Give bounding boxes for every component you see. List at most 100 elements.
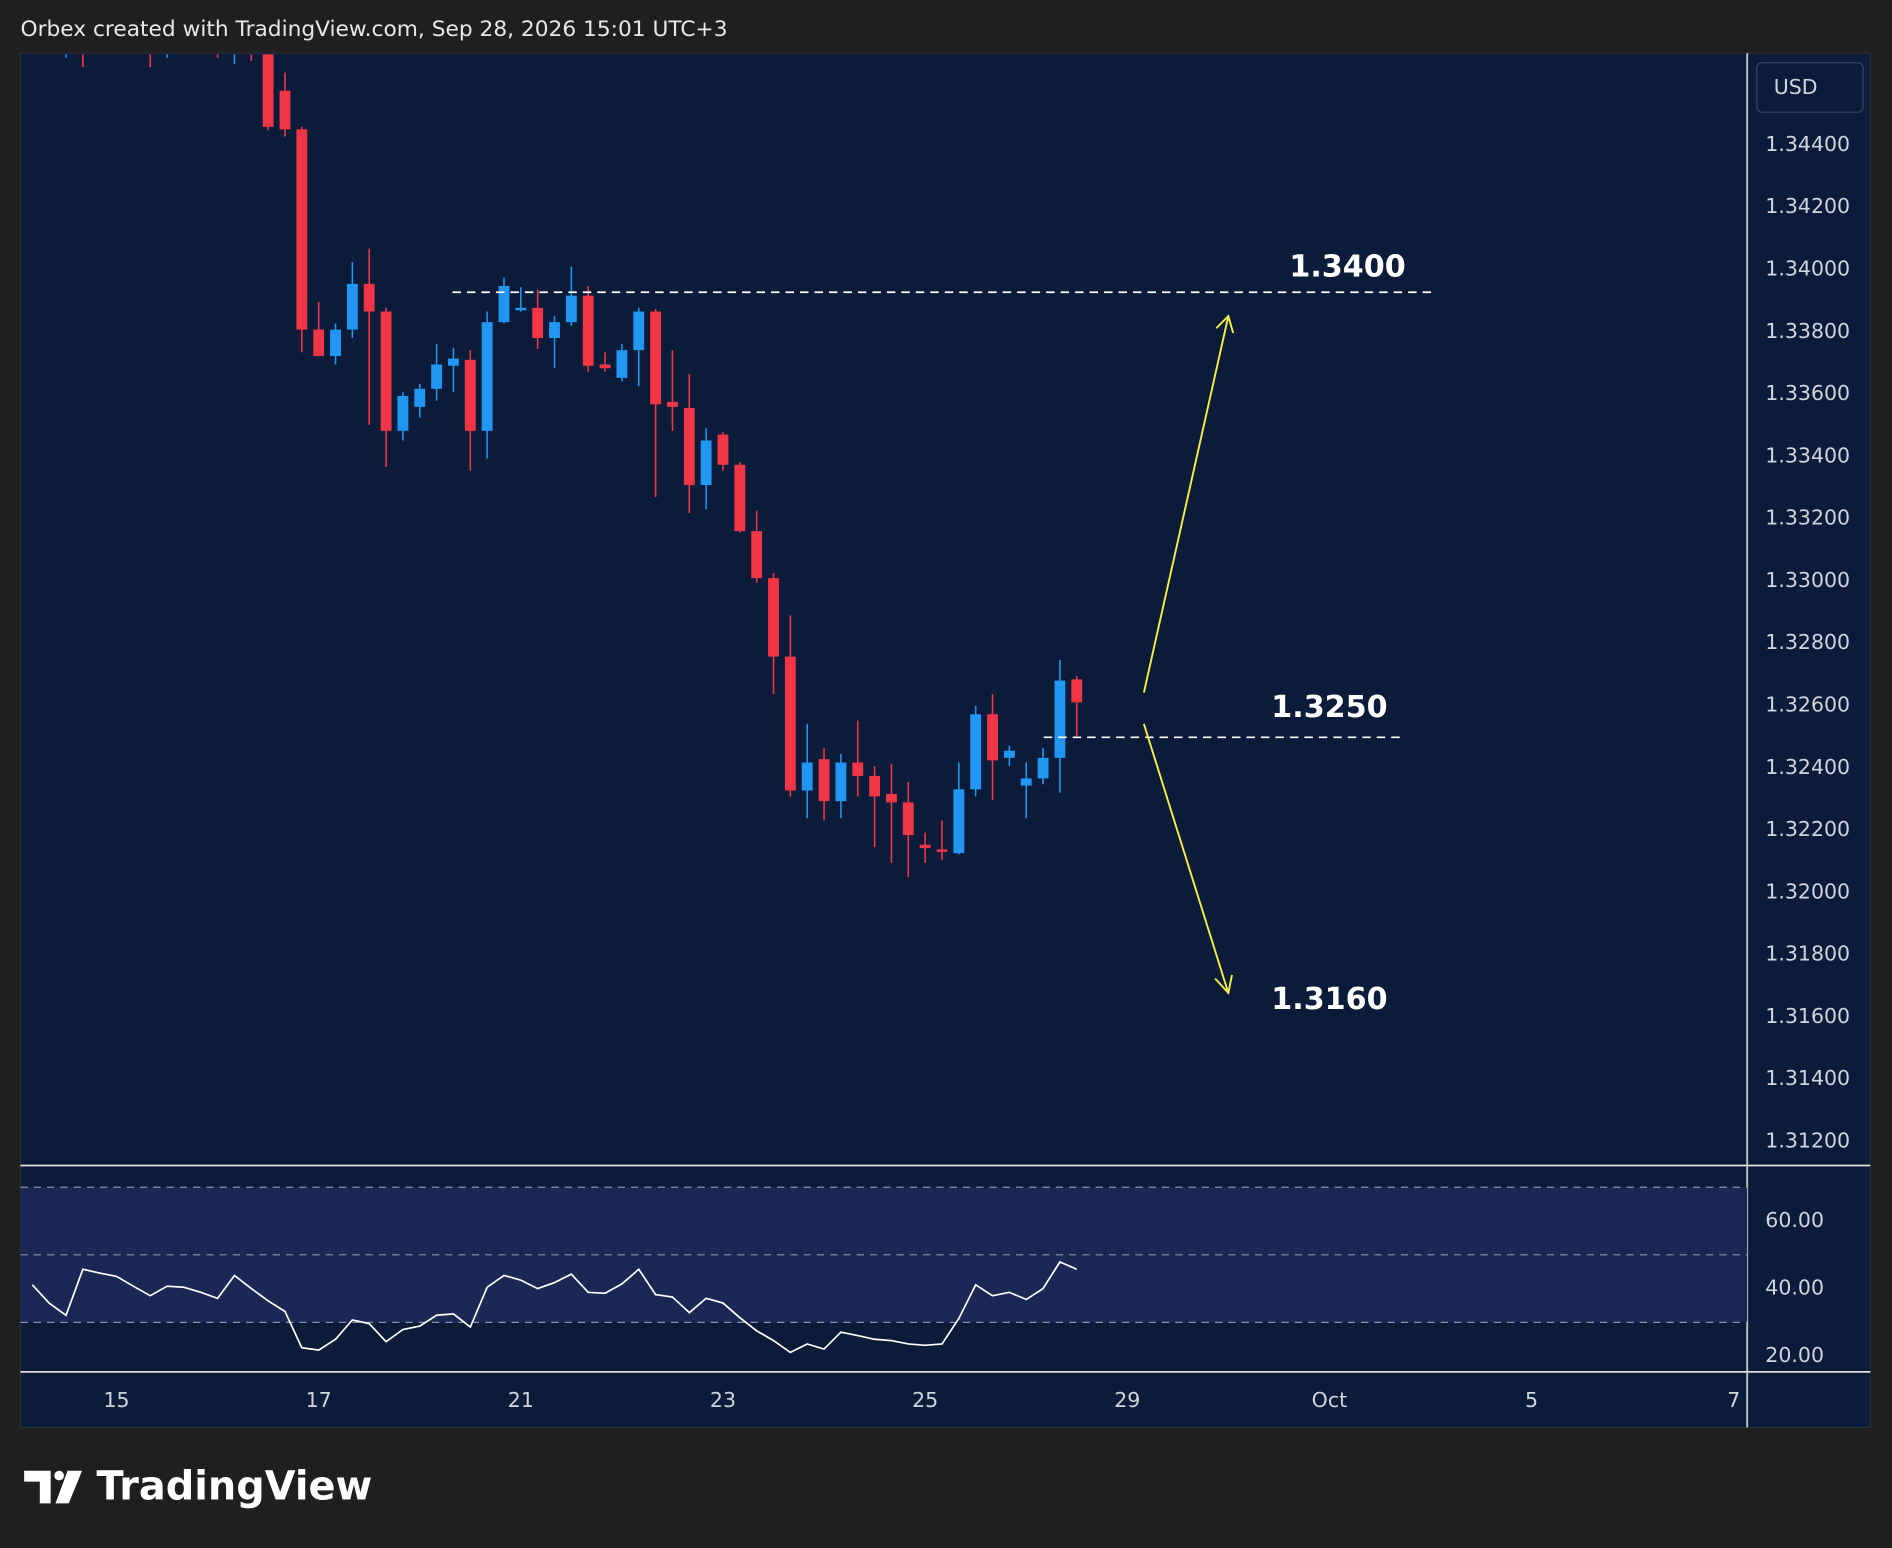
arrow-head	[1214, 974, 1233, 996]
candle-body	[498, 286, 510, 323]
candle-body	[599, 364, 611, 369]
candle-body	[582, 295, 594, 366]
arrow-head	[1215, 314, 1235, 334]
x-tick-label: 17	[306, 1388, 332, 1412]
rsi-line	[31, 1260, 1078, 1354]
candle-body	[751, 531, 763, 579]
y-tick-label: 1.34400	[1765, 132, 1850, 156]
candle-body	[633, 311, 645, 351]
y-tick-label: 1.32600	[1765, 693, 1850, 717]
rsi-tick-label: 20.00	[1765, 1343, 1824, 1367]
candle-body	[987, 714, 998, 761]
logo-icon	[24, 1470, 83, 1504]
y-tick-label: 1.32000	[1765, 879, 1850, 903]
rsi-tick-label: 60.00	[1765, 1208, 1824, 1232]
x-tick-label: Oct	[1312, 1388, 1347, 1412]
candle-body	[1020, 778, 1032, 786]
x-tick-label: 7	[1727, 1388, 1740, 1412]
y-tick-label: 1.34000	[1765, 257, 1850, 281]
y-tick-label: 1.31400	[1765, 1066, 1850, 1090]
y-tick-label: 1.32200	[1765, 817, 1850, 841]
x-tick-label: 23	[710, 1388, 736, 1412]
y-tick-label: 1.31800	[1765, 942, 1850, 966]
candle-body	[1071, 679, 1083, 703]
y-tick-label: 1.31200	[1765, 1129, 1850, 1153]
rsi-pane	[20, 1186, 1748, 1354]
rsi-tick-label: 40.00	[1765, 1276, 1824, 1300]
candle-body	[431, 364, 443, 389]
candle-body	[936, 849, 948, 852]
header: Orbex created with TradingView.com, Sep …	[21, 17, 728, 42]
candle-body	[380, 311, 392, 431]
candle-body	[565, 295, 577, 323]
candle-body	[852, 762, 864, 776]
y-tick-label: 1.33600	[1765, 381, 1850, 405]
level-label: 1.3250	[1271, 690, 1387, 725]
candle-body	[683, 408, 695, 486]
y-tick-label: 1.33400	[1765, 443, 1850, 467]
candle-body	[330, 329, 341, 357]
candle-body	[549, 322, 560, 339]
arrow-up	[1142, 315, 1230, 693]
candle-body	[902, 802, 914, 836]
y-tick-label: 1.31600	[1765, 1004, 1850, 1028]
candle-body	[448, 358, 459, 366]
candle-body	[650, 311, 662, 405]
candle-body	[970, 714, 982, 790]
candle-body	[262, 54, 274, 127]
candle-body	[919, 844, 931, 849]
y-tick-label: 1.34200	[1765, 194, 1850, 218]
candle-body	[1054, 680, 1066, 758]
candle-body	[700, 440, 712, 486]
candle-body	[296, 129, 308, 330]
candle-body	[532, 307, 544, 339]
logo-text: TradingView	[97, 1463, 373, 1509]
level-label: 1.3160	[1271, 982, 1387, 1017]
x-tick-label: 29	[1114, 1388, 1140, 1412]
x-tick-label: 25	[912, 1388, 938, 1412]
currency: USD	[1774, 75, 1818, 99]
candle-body	[279, 90, 291, 130]
logo-part	[55, 1470, 83, 1504]
candle-body	[313, 329, 325, 357]
candle-body	[515, 307, 527, 311]
candle-body	[481, 322, 493, 431]
candle-body	[717, 434, 729, 465]
y-tick-label: 1.33200	[1765, 506, 1850, 530]
candle-body	[768, 578, 779, 657]
x-tick-label: 21	[508, 1388, 534, 1412]
candle-body	[414, 388, 426, 407]
candle-body	[667, 401, 678, 407]
candle-body	[464, 359, 476, 431]
candle-body	[784, 656, 796, 791]
candle-body	[953, 789, 965, 854]
y-tick-label: 1.32800	[1765, 630, 1850, 654]
y-tick-label: 1.33000	[1765, 568, 1850, 592]
logo-part	[54, 1470, 64, 1481]
candle-body	[363, 283, 375, 312]
x-tick-label: 15	[103, 1388, 129, 1412]
currency-box[interactable]	[1756, 62, 1864, 113]
candle-body	[835, 762, 847, 802]
candle-body	[734, 464, 746, 532]
x-tick-label: 5	[1525, 1388, 1538, 1412]
arrow-down	[1142, 723, 1230, 994]
candle-body	[346, 283, 358, 330]
y-tick-label: 1.33800	[1765, 319, 1850, 343]
arrows	[1142, 314, 1235, 996]
candle-body	[869, 775, 881, 797]
y-tick-label: 1.32400	[1765, 755, 1850, 779]
axes: 1.34400 1.34200 1.34000 1.33800 1.33600 1.334…	[103, 132, 1850, 1412]
candle-body	[886, 793, 897, 803]
candle-body	[818, 759, 830, 802]
candle-body	[1037, 757, 1049, 779]
candle-body	[397, 395, 409, 431]
candle-body	[801, 762, 813, 791]
logo-part	[24, 1470, 51, 1504]
candle-body	[616, 350, 628, 378]
price-pane	[65, 54, 1433, 878]
candle-body	[1003, 750, 1015, 758]
level-label: 1.3400	[1289, 250, 1405, 285]
